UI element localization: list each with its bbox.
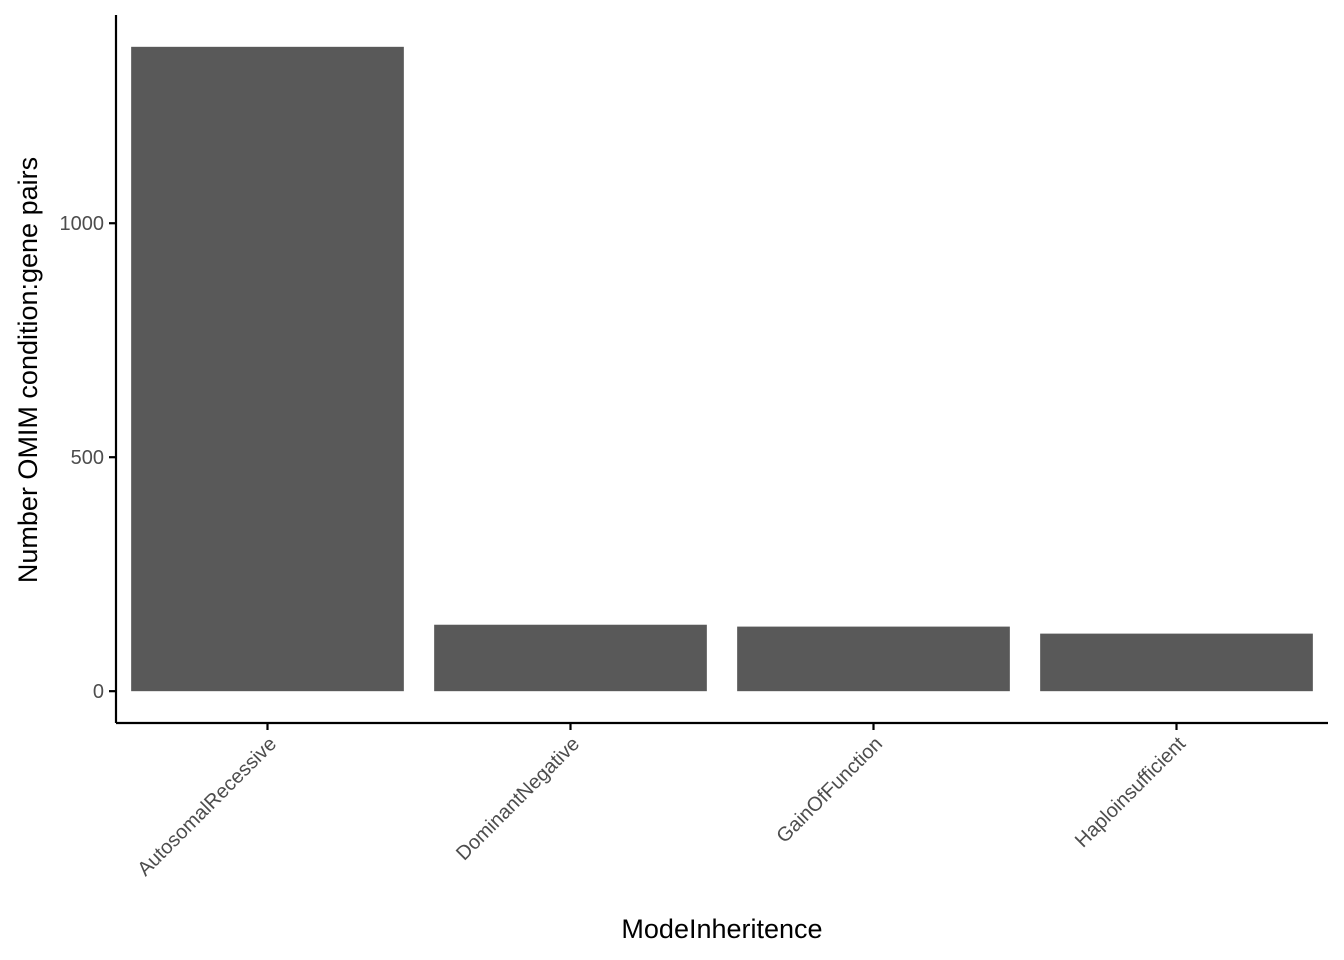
x-axis-title: ModeInheritence (621, 914, 822, 944)
y-tick-label: 0 (93, 681, 104, 703)
y-tick-label: 500 (71, 447, 104, 469)
bar-autosomalrecessive (131, 46, 404, 692)
bar-dominantnegative (434, 624, 707, 692)
y-axis: 0 500 1000 (60, 15, 118, 723)
x-tick-label-haploinsufficient: Haploinsufficient (1071, 733, 1190, 852)
x-tick-label-gainoffunction: GainOfFunction (772, 733, 887, 848)
bar-haploinsufficient (1040, 633, 1313, 692)
bars-group (131, 46, 1313, 692)
y-tick-label: 1000 (60, 213, 105, 235)
x-axis: AutosomalRecessive DominantNegative GainOf… (116, 721, 1328, 881)
x-tick-label-autosomalrecessive: AutosomalRecessive (133, 733, 281, 881)
y-axis-title: Number OMIM condition:gene pairs (13, 157, 43, 583)
x-tick-label-dominantnegative: DominantNegative (452, 733, 584, 865)
bar-gainoffunction (737, 626, 1010, 692)
